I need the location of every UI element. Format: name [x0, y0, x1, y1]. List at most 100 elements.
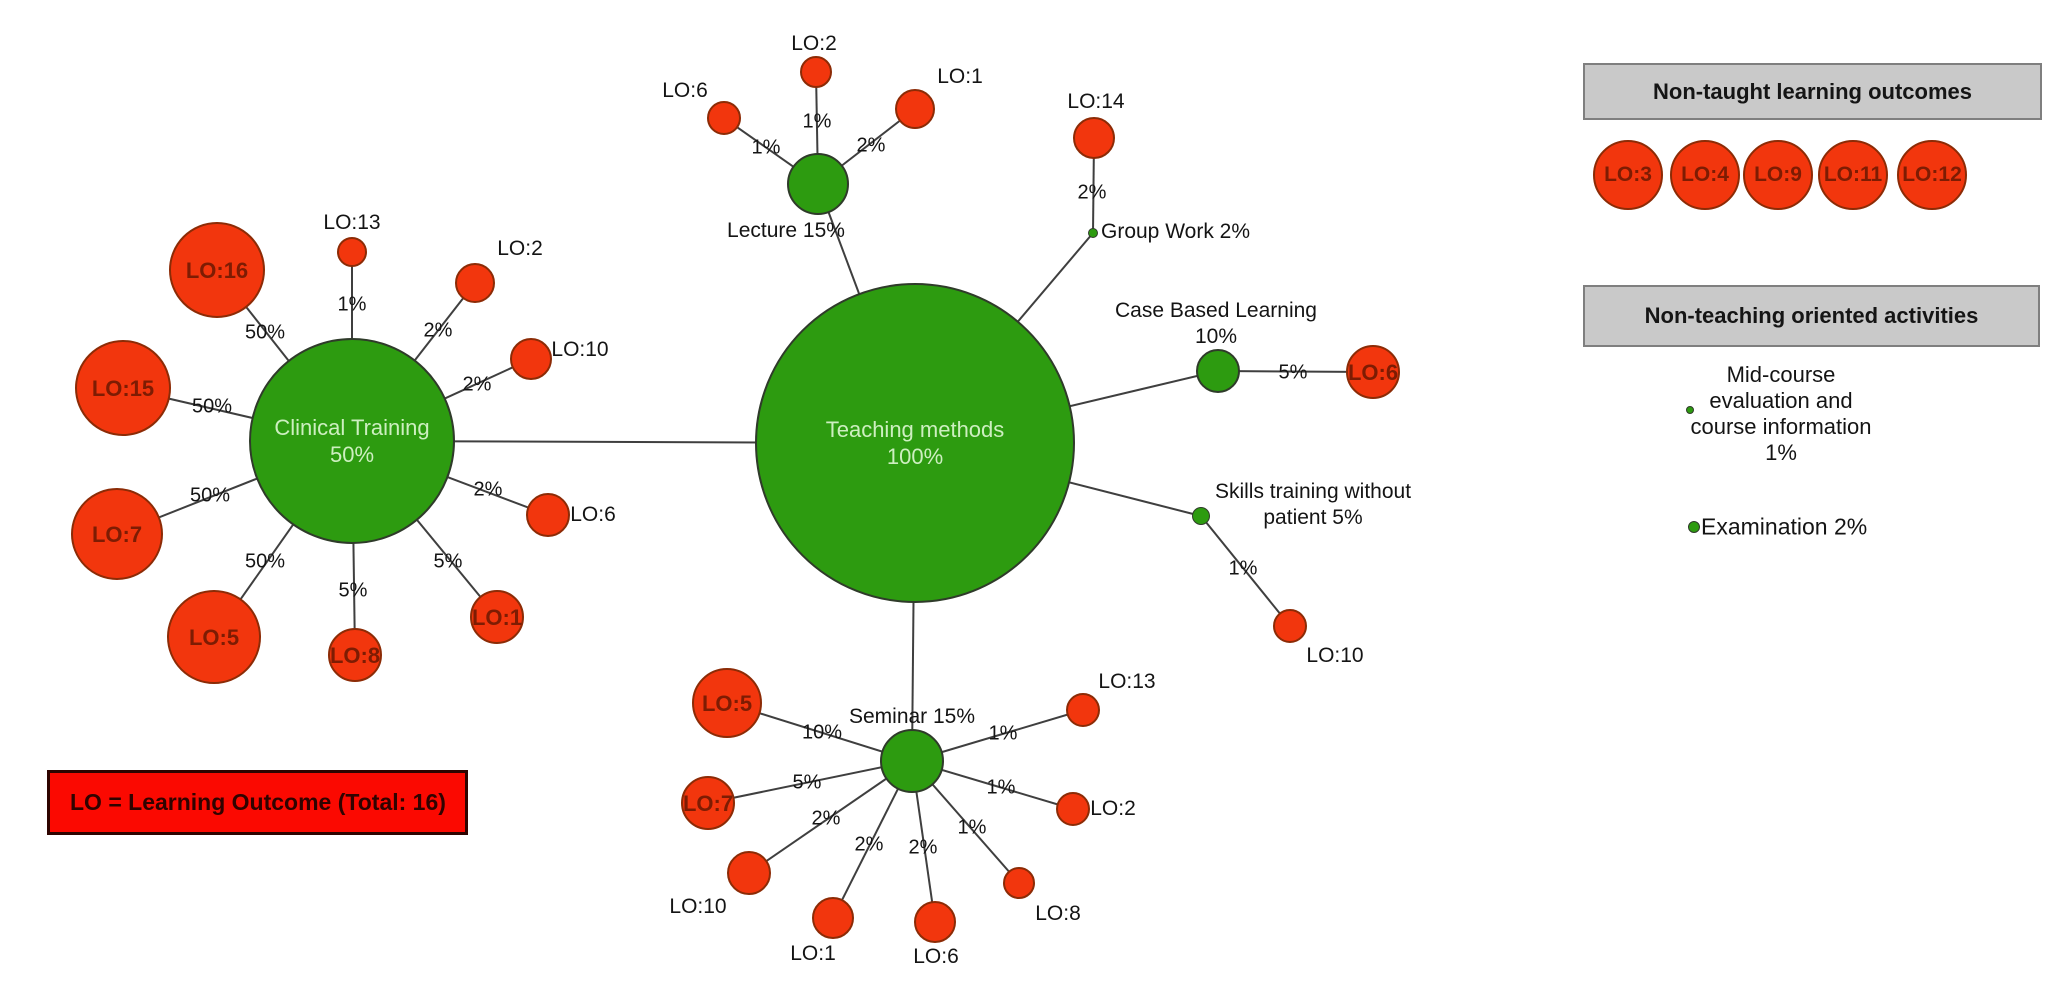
- node-label-sem_lo7: LO:7: [682, 790, 734, 816]
- node-sem_lo1: [812, 897, 854, 939]
- node-cl_lo6: [526, 493, 570, 537]
- node-cl_lo2: [455, 263, 495, 303]
- node-label-clinical: Clinical Training 50%: [274, 415, 430, 467]
- edge-percentage-label: 1%: [337, 293, 367, 316]
- outside-label: Group Work 2%: [1101, 220, 1250, 243]
- node-label-cbl_lo6: LO:6: [1347, 359, 1399, 385]
- edge-percentage-label: 2%: [908, 836, 938, 859]
- node-teaching: Teaching methods 100%: [755, 283, 1075, 603]
- non-taught-outcome-label: LO:9: [1754, 163, 1802, 186]
- non-taught-outcome-circle: LO:3: [1593, 140, 1663, 210]
- outside-label: LO:1: [790, 942, 836, 965]
- node-cl_lo5: LO:5: [167, 590, 261, 684]
- edge-percentage-label: 2%: [1077, 181, 1107, 204]
- node-label-cl_lo15: LO:15: [91, 375, 155, 401]
- non-taught-header-label: Non-taught learning outcomes: [1653, 78, 1972, 104]
- non-teaching-header: Non-teaching oriented activities: [1583, 285, 2040, 347]
- node-cl_lo7: LO:7: [71, 488, 163, 580]
- edge-percentage-label: 2%: [811, 807, 841, 830]
- edge-percentage-label: 1%: [988, 722, 1018, 745]
- node-clinical: Clinical Training 50%: [249, 338, 455, 544]
- edge-percentage-label: 5%: [338, 579, 368, 602]
- edge-percentage-label: 5%: [792, 771, 822, 794]
- outside-label: LO:10: [669, 895, 727, 918]
- edge-percentage-label: 10%: [801, 721, 843, 744]
- node-cl_lo16: LO:16: [169, 222, 265, 318]
- legend-label: LO = Learning Outcome (Total: 16): [70, 789, 446, 815]
- edge-percentage-label: 1%: [1228, 557, 1258, 580]
- node-sem_lo6: [914, 901, 956, 943]
- outside-label: Seminar 15%: [848, 705, 976, 728]
- node-groupwork: [1088, 228, 1098, 238]
- non-taught-outcome-label: LO:4: [1681, 163, 1729, 186]
- node-label-cl_lo8: LO:8: [329, 642, 381, 668]
- node-sem_lo7: LO:7: [681, 776, 735, 830]
- node-cl_lo13: [337, 237, 367, 267]
- edge-percentage-label: 1%: [957, 816, 987, 839]
- non-taught-outcome-label: LO:3: [1604, 163, 1652, 186]
- edge-percentage-label: 2%: [854, 833, 884, 856]
- edge-percentage-label: 2%: [423, 319, 453, 342]
- node-cbl_lo6: LO:6: [1346, 345, 1400, 399]
- node-cl_lo15: LO:15: [75, 340, 171, 436]
- node-lec_lo1: [895, 89, 935, 129]
- node-cbl: [1196, 349, 1240, 393]
- node-sem_lo13: [1066, 693, 1100, 727]
- outside-label: Case Based Learning 10%: [1115, 299, 1317, 348]
- node-label-cl_lo7: LO:7: [91, 521, 143, 547]
- edge-percentage-label: 2%: [473, 478, 503, 501]
- edge-percentage-label: 2%: [856, 134, 886, 157]
- edge-percentage-label: 50%: [191, 395, 233, 418]
- non-taught-header: Non-taught learning outcomes: [1583, 63, 2042, 120]
- edge-percentage-label: 50%: [244, 321, 286, 344]
- edge-percentage-label: 50%: [189, 484, 231, 507]
- node-cl_lo10: [510, 338, 552, 380]
- examination-label: Examination 2%: [1701, 513, 1868, 540]
- node-sk_lo10: [1273, 609, 1307, 643]
- node-lo14: [1073, 117, 1115, 159]
- edge-percentage-label: 50%: [244, 550, 286, 573]
- non-taught-outcome-label: LO:11: [1823, 163, 1883, 186]
- outside-label: LO:6: [570, 503, 616, 526]
- edge-percentage-label: 5%: [433, 550, 463, 573]
- node-skills: [1192, 507, 1210, 525]
- non-teaching-header-label: Non-teaching oriented activities: [1644, 303, 1979, 328]
- outside-label: LO:13: [323, 211, 381, 234]
- node-sem_lo5: LO:5: [692, 668, 762, 738]
- node-label-cl_lo1: LO:1: [471, 604, 523, 630]
- edge-skills-sk_lo10: [1200, 515, 1291, 627]
- node-label-sem_lo5: LO:5: [701, 690, 753, 716]
- outside-label: LO:10: [1306, 644, 1364, 667]
- legend-box: LO = Learning Outcome (Total: 16): [47, 770, 468, 835]
- examination-dot: [1688, 521, 1700, 533]
- non-taught-outcome-circle: LO:12: [1897, 140, 1967, 210]
- edge-seminar-sem_lo10: [748, 760, 913, 874]
- non-taught-outcome-circle: LO:4: [1670, 140, 1740, 210]
- outside-label: Skills training without patient 5%: [1214, 480, 1412, 529]
- outside-label: LO:2: [497, 237, 543, 260]
- edge-percentage-label: 2%: [462, 373, 492, 396]
- outside-label: LO:10: [551, 338, 609, 361]
- outside-label: LO:2: [1090, 797, 1136, 820]
- outside-label: Lecture 15%: [727, 219, 845, 242]
- mid-course-dot: [1686, 406, 1694, 414]
- non-taught-outcome-label: LO:12: [1902, 163, 1962, 186]
- mid-course-label: Mid-course evaluation and course informa…: [1690, 362, 1872, 465]
- node-seminar: [880, 729, 944, 793]
- outside-label: LO:2: [791, 32, 837, 55]
- edge-percentage-label: 1%: [802, 110, 832, 133]
- node-label-teaching: Teaching methods 100%: [825, 417, 1005, 469]
- outside-label: LO:6: [913, 945, 959, 968]
- node-sem_lo8: [1003, 867, 1035, 899]
- node-label-cl_lo5: LO:5: [188, 624, 240, 650]
- outside-label: LO:14: [1067, 90, 1125, 113]
- node-cl_lo1: LO:1: [470, 590, 524, 644]
- edge-seminar-sem_lo7: [707, 760, 913, 804]
- node-sem_lo10: [727, 851, 771, 895]
- node-lec_lo6: [707, 101, 741, 135]
- edge-percentage-label: 1%: [751, 136, 781, 159]
- outside-label: LO:13: [1098, 670, 1156, 693]
- non-taught-outcome-circle: LO:9: [1743, 140, 1813, 210]
- outside-label: LO:6: [662, 79, 708, 102]
